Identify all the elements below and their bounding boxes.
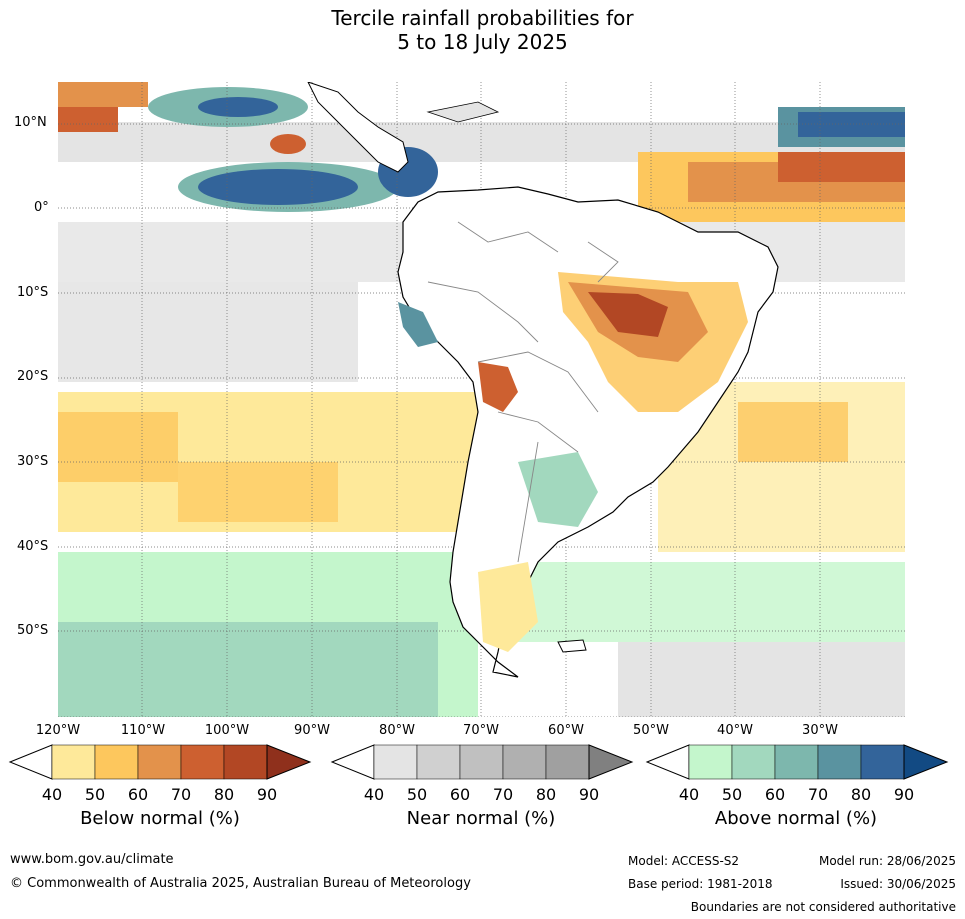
rainfall-probability-map [58,82,905,717]
map-title: Tercile rainfall probabilities for 5 to … [0,6,965,54]
tick: 90 [578,785,600,804]
above-patch-epac-2 [198,169,358,205]
central-america-outline [307,82,409,173]
lon-label-40w: 40°W [717,723,753,738]
lat-label-10s: 10°S [17,285,49,300]
below-patch-npac-red [270,134,306,154]
tick: 80 [535,785,557,804]
map-svg [58,82,905,717]
lon-label-90w: 90°W [294,723,330,738]
footer-copyright: © Commonwealth of Australia 2025, Austra… [10,876,471,891]
andes-below-region [478,362,518,412]
tick: 50 [406,785,428,804]
colorbar-below [8,744,312,780]
below-patch-nw [58,82,148,107]
below-patch-sw [58,412,178,482]
lat-label-50s: 50°S [17,623,49,638]
lat-label-0: 0° [34,200,49,215]
near-band-east-pacific [58,282,358,382]
lat-label-40s: 40°S [17,539,49,554]
lat-label-10n: 10°N [14,115,47,130]
below-patch-atlantic [738,402,848,462]
caribbean-islands [426,101,500,123]
above-band-atlantic [478,562,905,642]
below-patch-nw-2 [58,107,118,132]
country-borders [427,221,619,563]
above-patch-npac-2 [198,97,278,117]
tick: 90 [256,785,278,804]
tick: 40 [41,785,63,804]
above-band-southern-2 [58,622,438,717]
colorbar-above [645,744,949,780]
lon-label-70w: 70°W [463,723,499,738]
lon-label-60w: 60°W [548,723,584,738]
lon-label-100w: 100°W [204,723,250,738]
tick: 80 [850,785,872,804]
brazil-below-core [588,292,668,337]
tick: 60 [127,785,149,804]
colorbar-near-title: Near normal (%) [406,808,556,829]
footer-model-run: Model run: 28/06/2025 [818,854,956,868]
lon-label-120w: 120°W [35,723,81,738]
above-band-north-atlantic-2 [798,112,905,137]
tick: 40 [678,785,700,804]
tick: 70 [492,785,514,804]
footer-model: Model: ACCESS-S2 [628,854,740,868]
footer-disclaimer: Boundaries are not considered authoritat… [690,900,956,914]
tick: 70 [807,785,829,804]
lon-label-50w: 50°W [633,723,669,738]
tick: 40 [363,785,385,804]
footer-issued: Issued: 30/06/2025 [840,877,956,891]
colorbar-below-title: Below normal (%) [80,808,240,829]
footer-url: www.bom.gov.au/climate [10,852,174,867]
colorbar-above-title: Above normal (%) [714,808,878,829]
near-band-south-atlantic [618,642,905,717]
peru-above-region [398,302,438,347]
patagonia-below-region [478,562,538,652]
tick: 80 [213,785,235,804]
tick: 50 [84,785,106,804]
tick: 50 [721,785,743,804]
footer-base-period: Base period: 1981-2018 [628,877,773,891]
falkland-islands [557,639,587,653]
lat-label-30s: 30°S [17,454,49,469]
lon-label-80w: 80°W [379,723,415,738]
title-line-1: Tercile rainfall probabilities for [331,6,634,30]
lat-label-20s: 20°S [17,369,49,384]
lon-label-110w: 110°W [120,723,166,738]
tick: 60 [764,785,786,804]
below-patch-mid [178,462,338,522]
tick: 60 [449,785,471,804]
title-line-2: 5 to 18 July 2025 [397,30,568,54]
lon-label-30w: 30°W [802,723,838,738]
laplata-above-region [518,452,598,527]
tick: 70 [170,785,192,804]
colorbar-near [330,744,634,780]
south-america [397,186,779,678]
tick: 90 [893,785,915,804]
below-band-north-atlantic-3 [778,152,905,182]
